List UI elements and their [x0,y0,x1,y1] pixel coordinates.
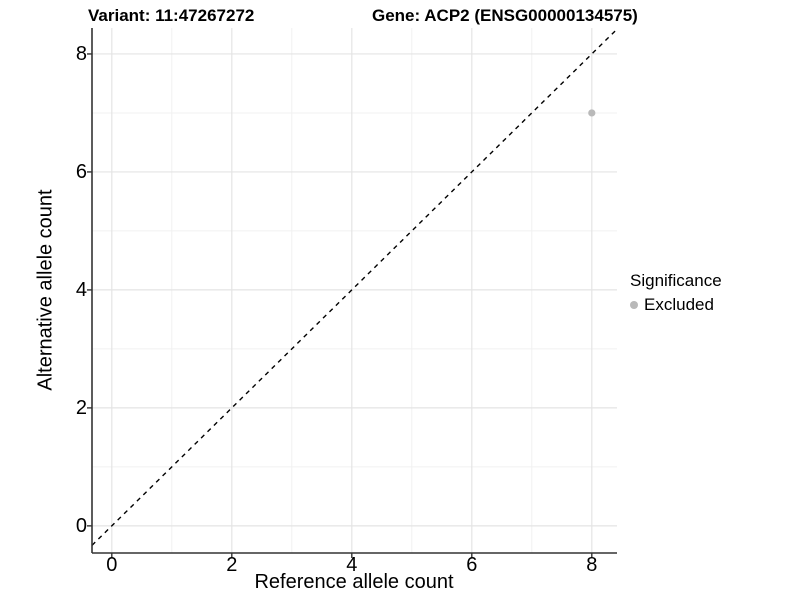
identity-reference-line [91,28,618,546]
x-tick-label: 2 [226,554,238,576]
y-tick-label: 8 [75,42,87,65]
y-tick-label: 4 [75,278,87,301]
y-tick-label: 6 [75,160,87,183]
x-axis-title: Reference allele count [254,571,454,593]
legend-item-label: Excluded [644,295,714,314]
x-tick-label: 8 [586,554,598,576]
gene-title: Gene: ACP2 (ENSG00000134575) [372,6,638,25]
x-tick-label: 6 [466,554,478,576]
legend-title: Significance [630,271,722,290]
x-tick-label: 0 [106,554,118,576]
legend-item-excluded: Excluded [630,294,722,315]
data-point [588,109,596,117]
legend-marker-dot [630,300,638,309]
y-tick-label: 2 [75,396,87,419]
variant-title: Variant: 11:47267272 [88,6,255,25]
legend: Significance Excluded [630,270,722,315]
x-tick-label: 4 [346,554,358,576]
y-tick-label: 0 [75,514,87,537]
